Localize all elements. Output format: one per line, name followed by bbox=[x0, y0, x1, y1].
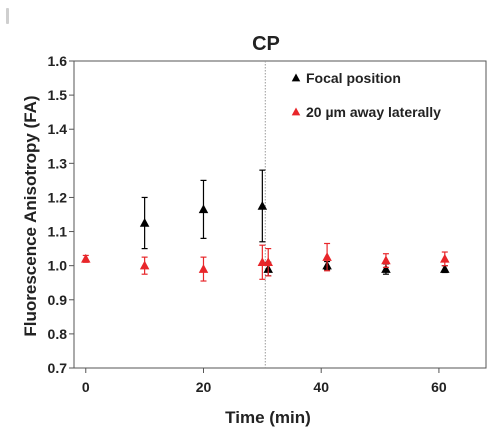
y-tick-label: 1.3 bbox=[48, 155, 68, 171]
data-point bbox=[381, 255, 391, 265]
y-tick-label: 0.7 bbox=[48, 360, 68, 376]
data-point bbox=[198, 264, 209, 273]
x-axis-title: Time (min) bbox=[225, 408, 311, 427]
data-point bbox=[139, 218, 150, 227]
x-tick-label: 60 bbox=[431, 379, 447, 395]
y-tick-label: 1.0 bbox=[48, 258, 68, 274]
y-tick-label: 0.8 bbox=[48, 326, 68, 342]
y-tick-label: 1.4 bbox=[48, 121, 68, 137]
y-tick-label: 1.5 bbox=[48, 87, 68, 103]
data-point bbox=[440, 253, 450, 263]
data-point bbox=[322, 252, 332, 261]
corner-mark bbox=[6, 8, 9, 24]
legend-label: Focal position bbox=[306, 70, 401, 86]
y-tick-label: 1.6 bbox=[48, 53, 68, 69]
data-point bbox=[263, 257, 273, 267]
y-tick-label: 1.2 bbox=[48, 189, 68, 205]
legend-marker bbox=[291, 73, 301, 82]
x-tick-label: 40 bbox=[313, 379, 329, 395]
data-point bbox=[81, 253, 91, 263]
x-tick-label: 20 bbox=[196, 379, 212, 395]
chart-title: CP bbox=[252, 33, 280, 55]
legend-marker bbox=[291, 107, 301, 116]
series-lateral bbox=[81, 242, 450, 282]
data-point bbox=[198, 204, 209, 214]
y-tick-label: 1.1 bbox=[48, 224, 68, 240]
legend-label: 20 µm away laterally bbox=[306, 104, 441, 120]
data-point bbox=[381, 264, 391, 273]
y-axis-title: Fluorescence Anisotropy (FA) bbox=[21, 95, 40, 336]
x-tick-label: 0 bbox=[82, 379, 90, 395]
data-point bbox=[139, 260, 150, 270]
data-point bbox=[257, 200, 268, 210]
plot-frame bbox=[73, 60, 487, 369]
plot-area: 0.7 0.8 0.9 1.0 1.1 1.2 1.3 1.4 1.5 1.6 0 20 40 60 Foc… bbox=[48, 53, 487, 395]
data-point bbox=[440, 264, 450, 273]
series-focal-position bbox=[139, 169, 450, 277]
y-tick-label: 0.9 bbox=[48, 292, 68, 308]
